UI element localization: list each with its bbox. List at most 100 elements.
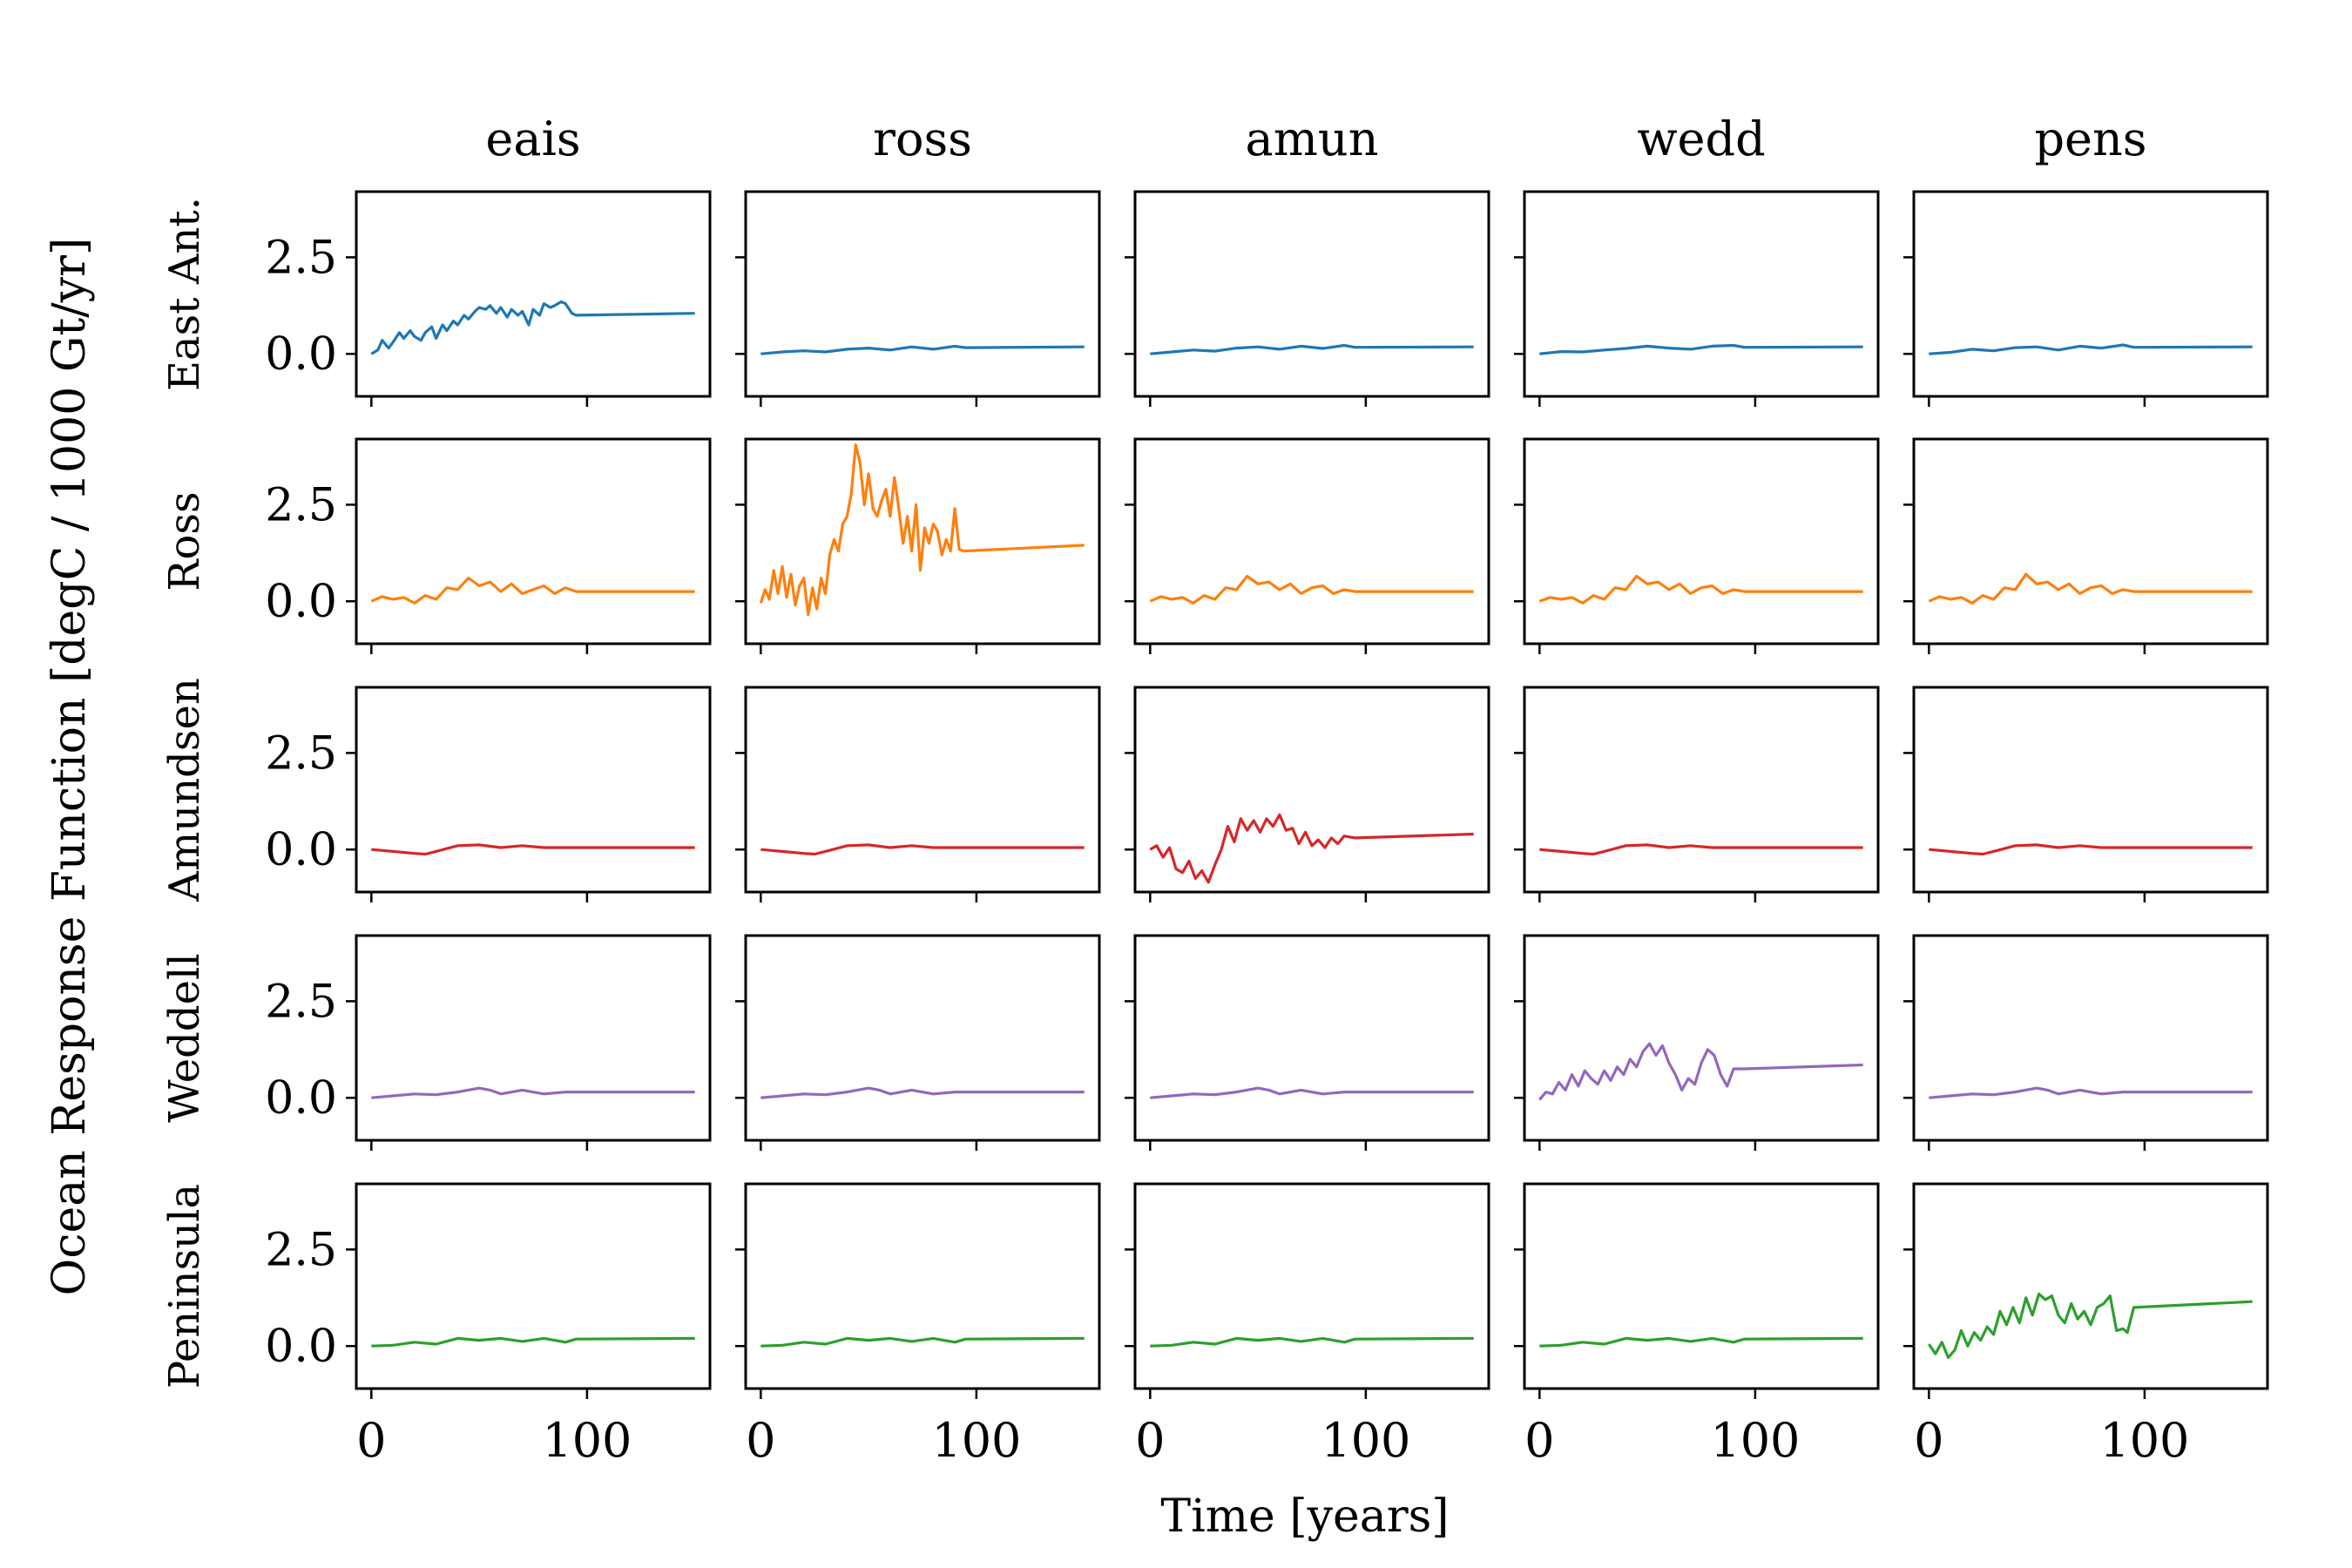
- panel-weddell-eais: 0.0 2.5: [265, 934, 712, 1151]
- panel-frame: [355, 686, 712, 894]
- panel-frame: [1133, 934, 1490, 1142]
- series-line: [760, 1336, 1085, 1348]
- panel-frame: [1133, 686, 1490, 894]
- panel-frame: [1523, 437, 1880, 645]
- panel-amundsen-amun: [1125, 686, 1490, 902]
- series-line: [1538, 574, 1863, 605]
- y-tick-label: 0.0: [265, 576, 337, 628]
- panel-frame: [744, 934, 1101, 1142]
- panel-peninsula-amun: 0 100: [1125, 1182, 1490, 1468]
- panel-frame: [1523, 190, 1880, 398]
- series-line: [760, 843, 1085, 856]
- x-tick-label: 100: [2099, 1413, 2189, 1468]
- panel-peninsula-wedd: 0 100: [1514, 1182, 1880, 1468]
- panel-amundsen-wedd: [1514, 686, 1880, 902]
- column-title-amun: amun: [1246, 112, 1379, 166]
- panel-amundsen-pens: [1903, 686, 2269, 902]
- y-tick-label: 0.0: [265, 1072, 337, 1125]
- series-line: [1149, 813, 1474, 884]
- panel-frame: [1912, 190, 2269, 398]
- panel-grid: eais ross amun wedd pens East Ant. Ross Amundse…: [160, 112, 2269, 1468]
- panel-frame: [355, 934, 712, 1142]
- panel-frame: [744, 190, 1101, 398]
- x-axis-label: Time [years]: [1160, 1490, 1449, 1543]
- x-tick-label: 100: [542, 1413, 632, 1468]
- series-line: [1539, 343, 1863, 355]
- panel-weddell-ross: [735, 934, 1101, 1151]
- panel-east-ant-pens: [1903, 190, 2269, 407]
- panel-frame: [744, 437, 1101, 645]
- series-line: [1150, 343, 1474, 355]
- row-label-ross: Ross: [160, 491, 209, 591]
- panel-ross-pens: [1903, 437, 2269, 654]
- column-title-eais: eais: [485, 112, 580, 166]
- series-line: [760, 344, 1085, 355]
- series-line: [370, 576, 695, 605]
- panel-weddell-wedd: [1514, 934, 1880, 1151]
- y-tick-label: 0.0: [265, 1321, 337, 1373]
- x-tick-label: 0: [1914, 1413, 1943, 1468]
- row-label-amundsen: Amundsen: [160, 678, 209, 902]
- panel-ross-ross: [735, 437, 1101, 654]
- y-tick-label: 2.5: [265, 727, 337, 780]
- panel-frame: [1523, 1182, 1880, 1390]
- panel-amundsen-ross: [735, 686, 1101, 902]
- panel-amundsen-eais: 0.0 2.5: [265, 686, 712, 902]
- panel-ross-wedd: [1514, 437, 1880, 654]
- panel-east-ant-amun: [1125, 190, 1490, 407]
- x-tick-label: 100: [1710, 1413, 1800, 1468]
- panel-frame: [744, 686, 1101, 894]
- panel-frame: [744, 1182, 1101, 1390]
- panel-frame: [355, 1182, 712, 1390]
- series-line: [1539, 843, 1863, 856]
- panel-east-ant-wedd: [1514, 190, 1880, 407]
- panel-frame: [355, 190, 712, 398]
- panel-weddell-pens: [1903, 934, 2269, 1151]
- column-title-wedd: wedd: [1637, 112, 1765, 166]
- row-label-east-ant: East Ant.: [160, 197, 209, 391]
- y-tick-label: 0.0: [265, 328, 337, 381]
- y-tick-label: 2.5: [265, 479, 337, 531]
- series-line: [1929, 343, 2253, 355]
- panel-peninsula-eais: 0.0 2.5 0 100: [265, 1182, 712, 1468]
- series-line: [760, 1086, 1085, 1099]
- panel-frame: [1133, 1182, 1490, 1390]
- panel-frame: [355, 437, 712, 645]
- panel-frame: [1912, 934, 2269, 1142]
- y-tick-label: 2.5: [265, 976, 337, 1028]
- series-line: [1149, 574, 1474, 605]
- series-line: [1929, 843, 2253, 856]
- row-label-peninsula: Peninsula: [160, 1184, 209, 1389]
- series-line: [371, 843, 695, 856]
- series-line: [1927, 1292, 2253, 1360]
- x-tick-label: 0: [356, 1413, 386, 1468]
- column-title-ross: ross: [873, 112, 972, 166]
- x-tick-label: 0: [1135, 1413, 1165, 1468]
- series-line: [1539, 1336, 1863, 1348]
- panel-ross-eais: 0.0 2.5: [265, 437, 712, 654]
- y-tick-label: 0.0: [265, 824, 337, 876]
- x-tick-label: 100: [1321, 1413, 1410, 1468]
- series-line: [1150, 1336, 1474, 1348]
- panel-peninsula-pens: 0 100: [1903, 1182, 2269, 1468]
- series-line: [371, 1336, 695, 1348]
- panel-frame: [1523, 934, 1880, 1142]
- panel-ross-amun: [1125, 437, 1490, 654]
- panel-frame: [1133, 437, 1490, 645]
- panel-peninsula-ross: 0 100: [735, 1182, 1101, 1468]
- panel-frame: [1912, 437, 2269, 645]
- panel-weddell-amun: [1125, 934, 1490, 1151]
- series-line: [1929, 1086, 2253, 1099]
- series-line: [370, 300, 695, 355]
- y-axis-label: Ocean Response Function [degC / 1000 Gt/…: [44, 238, 96, 1296]
- series-line: [1928, 572, 2253, 605]
- row-label-weddell: Weddell: [160, 953, 209, 1122]
- y-tick-label: 2.5: [265, 1224, 337, 1276]
- series-line: [371, 1086, 695, 1099]
- y-tick-label: 2.5: [265, 232, 337, 284]
- panel-east-ant-eais: 0.0 2.5: [265, 190, 712, 407]
- series-line: [1150, 1086, 1474, 1099]
- column-title-pens: pens: [2034, 112, 2146, 166]
